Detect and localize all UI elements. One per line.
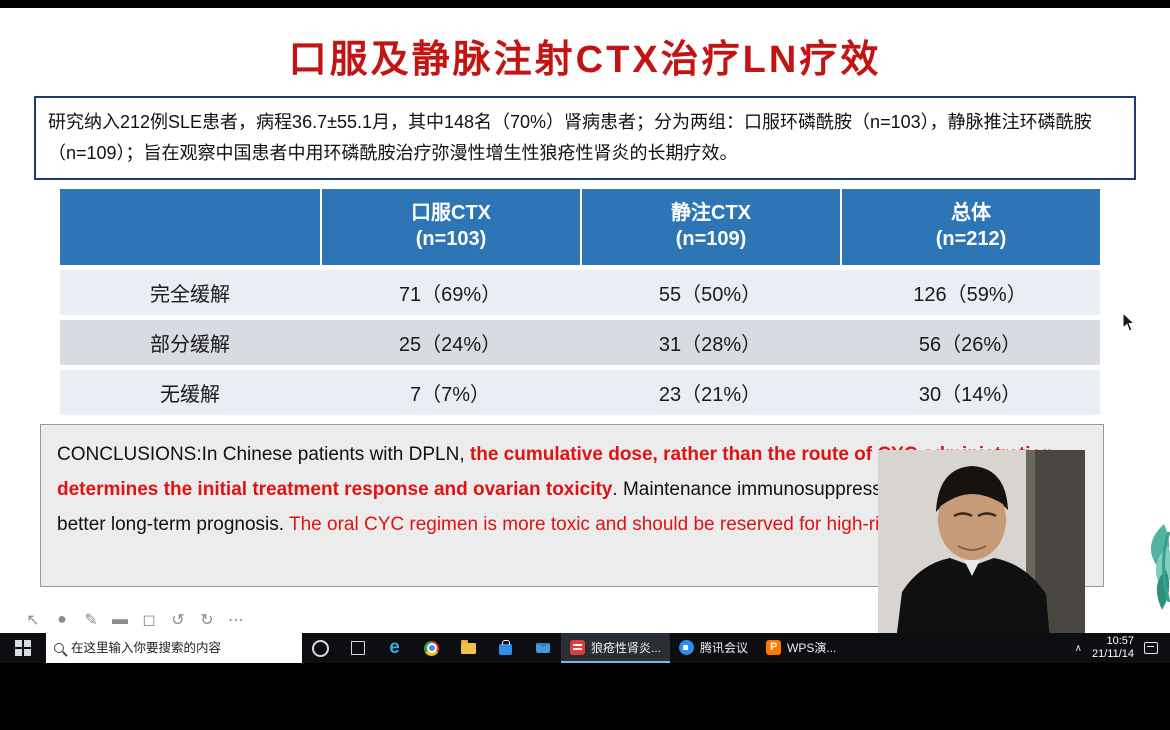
taskbar-app-label: 腾讯会议: [700, 640, 749, 655]
cortana-icon[interactable]: [302, 633, 339, 663]
row-header: 完全缓解: [60, 270, 320, 315]
mouse-cursor-icon: [1122, 311, 1136, 338]
table-cell: 7（7%）: [320, 370, 580, 415]
more-icon[interactable]: ⋯: [228, 612, 244, 629]
explorer-icon[interactable]: [450, 633, 487, 663]
table-cell: 23（21%）: [580, 370, 840, 415]
start-button[interactable]: [0, 633, 46, 663]
presenter-image: [878, 450, 1085, 641]
chrome-icon[interactable]: [413, 633, 450, 663]
action-center-icon[interactable]: [1144, 642, 1158, 654]
table-col-header: 静注CTX (n=109): [580, 189, 840, 265]
clock-time: 10:57: [1106, 635, 1134, 647]
results-table-head-row: 口服CTX (n=103) 静注CTX (n=109) 总体 (n=212): [60, 189, 1100, 265]
conclusion-segment: the cumulative dose, rather than the rou…: [57, 444, 1059, 500]
taskbar-app-label: 狼疮性肾炎...: [591, 640, 662, 655]
table-corner-header: [60, 189, 320, 265]
eraser-icon[interactable]: ◻: [142, 612, 156, 629]
table-col-header: 口服CTX (n=103): [320, 189, 580, 265]
highlighter-icon[interactable]: ▬: [112, 611, 128, 628]
laser-icon[interactable]: ●: [57, 611, 67, 628]
taskbar-app-label: WPS演...: [787, 640, 837, 655]
conclusion-segment: CONCLUSIONS:In Chinese patients with DPL…: [57, 444, 470, 465]
tencent-meeting-icon: [679, 639, 695, 655]
table-row: 无缓解 7（7%） 23（21%） 30（14%）: [60, 370, 1100, 415]
windows-logo-icon: [15, 640, 31, 656]
system-tray: ∧ 10:57 21/11/14: [1075, 633, 1170, 663]
table-row: 部分缓解 25（24%） 31（28%） 56（26%）: [60, 320, 1100, 365]
search-input[interactable]: [71, 641, 294, 655]
table-cell: 31（28%）: [580, 320, 840, 365]
presenter-webcam: [878, 450, 1085, 641]
taskbar-app-1[interactable]: 狼疮性肾炎...: [561, 633, 671, 663]
taskbar-quick-icons: [302, 633, 561, 663]
taskbar-app-3[interactable]: WPS演...: [757, 633, 845, 663]
results-table-wrap: 口服CTX (n=103) 静注CTX (n=109) 总体 (n=212) 完全缓解 71…: [60, 184, 1100, 420]
store-icon[interactable]: [487, 633, 524, 663]
table-cell: 25（24%）: [320, 320, 580, 365]
table-row: 完全缓解 71（69%） 55（50%） 126（59%）: [60, 270, 1100, 315]
slide-area: 口服及静脉注射CTX治疗LN疗效 研究纳入212例SLE患者，病程36.7±55…: [0, 8, 1170, 641]
taskview-icon[interactable]: [339, 633, 376, 663]
results-table-body: 完全缓解 71（69%） 55（50%） 126（59%） 部分缓解 25（24%） 31（…: [60, 270, 1100, 415]
table-cell: 30（14%）: [840, 370, 1100, 415]
pen-icon[interactable]: ✎: [84, 612, 98, 629]
slide-title: 口服及静脉注射CTX治疗LN疗效: [288, 39, 882, 81]
annotation-toolbar: ↖ ● ✎ ▬ ◻ ↺ ↻ ⋯: [24, 610, 245, 630]
taskbar-apps: 狼疮性肾炎... 腾讯会议 WPS演...: [561, 633, 845, 663]
wps-doc-icon: [570, 639, 585, 655]
taskbar-app-2[interactable]: 腾讯会议: [670, 633, 757, 663]
row-header: 无缓解: [60, 370, 320, 415]
study-summary-box: 研究纳入212例SLE患者，病程36.7±55.1月，其中148名（70%）肾病…: [34, 96, 1136, 180]
clock-date: 21/11/14: [1091, 648, 1134, 660]
redo-icon[interactable]: ↻: [200, 612, 214, 629]
table-cell: 56（26%）: [840, 320, 1100, 365]
mail-icon[interactable]: [524, 633, 561, 663]
table-cell: 126（59%）: [840, 270, 1100, 315]
wps-presentation-icon: [766, 639, 782, 655]
edge-icon[interactable]: [376, 633, 413, 663]
taskbar: 狼疮性肾炎... 腾讯会议 WPS演... ∧ 10:57 21/11/14: [0, 633, 1170, 663]
decorative-plant: [1120, 518, 1170, 623]
table-cell: 71（69%）: [320, 270, 580, 315]
undo-icon[interactable]: ↺: [171, 612, 185, 629]
row-header: 部分缓解: [60, 320, 320, 365]
search-icon: [54, 643, 64, 653]
table-col-header: 总体 (n=212): [840, 189, 1100, 265]
taskbar-clock[interactable]: 10:57 21/11/14: [1092, 635, 1134, 661]
results-table: 口服CTX (n=103) 静注CTX (n=109) 总体 (n=212) 完全缓解 71…: [60, 184, 1100, 420]
tray-up-arrow-icon[interactable]: ∧: [1074, 642, 1082, 654]
pointer-icon[interactable]: ↖: [26, 612, 40, 629]
taskbar-search[interactable]: [46, 633, 302, 663]
conclusion-segment: The oral CYC regimen is more toxic and s…: [289, 514, 976, 535]
table-cell: 55（50%）: [580, 270, 840, 315]
